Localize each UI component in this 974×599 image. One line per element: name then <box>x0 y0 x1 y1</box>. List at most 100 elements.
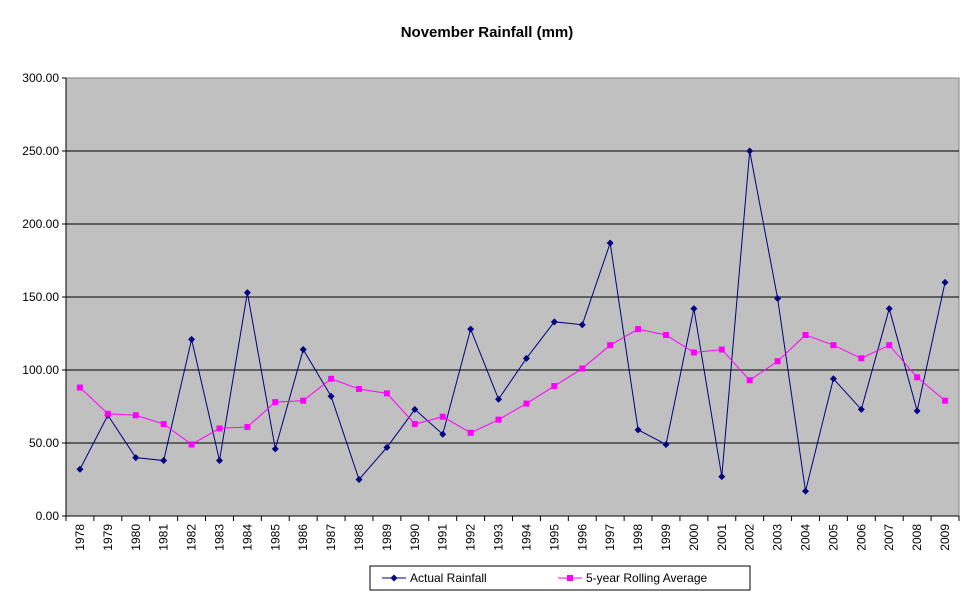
data-point <box>467 325 475 333</box>
data-point <box>439 413 446 420</box>
x-tick-label: 1979 <box>101 524 115 551</box>
x-tick-label: 2006 <box>854 524 868 551</box>
x-tick-label: 1983 <box>212 524 226 551</box>
x-tick-label: 1984 <box>240 524 254 551</box>
data-point <box>913 407 921 415</box>
data-point <box>383 390 390 397</box>
legend-label: 5-year Rolling Average <box>586 571 708 585</box>
data-point <box>439 430 447 438</box>
x-tick-label: 1994 <box>519 524 533 551</box>
x-tick-label: 1997 <box>603 524 617 551</box>
axes: 0.00 50.00 100.00 150.00 200.00 250.00 300.00 1… <box>22 71 960 551</box>
x-tick-label: 1982 <box>185 524 199 551</box>
gridlines <box>66 150 959 444</box>
y-tick-label: 200.00 <box>22 217 59 231</box>
x-tick-label: 2007 <box>882 524 896 551</box>
data-point <box>467 429 474 436</box>
data-point <box>522 354 530 362</box>
x-tick-label: 1995 <box>547 524 561 551</box>
data-point <box>300 397 307 404</box>
x-tick-label: 1987 <box>324 524 338 551</box>
data-point <box>160 457 168 465</box>
x-tick-label: 1998 <box>631 524 645 551</box>
data-point <box>188 335 196 343</box>
x-tick-label: 2005 <box>826 524 840 551</box>
data-point <box>327 392 335 400</box>
data-point <box>774 358 781 365</box>
data-point <box>662 331 669 338</box>
x-tick-label: 1989 <box>380 524 394 551</box>
data-point <box>383 443 391 451</box>
x-tick-label: 2003 <box>771 524 785 551</box>
data-point <box>606 239 614 247</box>
data-point <box>774 294 782 302</box>
series-line <box>79 150 946 492</box>
data-point <box>579 365 586 372</box>
data-point <box>160 421 167 428</box>
data-point <box>858 355 865 362</box>
chart-title: November Rainfall (mm) <box>401 24 574 41</box>
data-point <box>243 289 251 297</box>
x-tick-label: 1980 <box>129 524 143 551</box>
x-tick-label: 2000 <box>687 524 701 551</box>
data-point <box>523 400 530 407</box>
data-point <box>718 473 726 481</box>
legend-marker <box>567 575 573 581</box>
data-point <box>495 395 503 403</box>
data-point <box>271 445 279 453</box>
data-point <box>76 465 84 473</box>
data-point <box>830 342 837 349</box>
data-point <box>885 305 893 313</box>
data-point <box>662 440 670 448</box>
x-tick-label: 2004 <box>799 524 813 551</box>
x-tick-label: 2001 <box>715 524 729 551</box>
data-point <box>411 421 418 428</box>
y-tick-label: 0.00 <box>36 509 60 523</box>
data-point <box>690 349 697 356</box>
data-point <box>356 385 363 392</box>
y-tick-label: 300.00 <box>22 71 59 85</box>
data-point <box>104 410 111 417</box>
series-line <box>79 328 946 446</box>
data-point <box>132 412 139 419</box>
data-point <box>718 346 725 353</box>
legend-marker <box>390 574 398 582</box>
x-tick-label: 1990 <box>408 524 422 551</box>
data-point <box>802 487 810 495</box>
x-tick-label: 1988 <box>352 524 366 551</box>
legend: Actual Rainfall 5-year Rolling Average <box>369 565 751 591</box>
data-point <box>215 457 223 465</box>
data-point <box>746 377 753 384</box>
y-tick-label: 100.00 <box>22 363 59 377</box>
x-tick-label: 1986 <box>296 524 310 551</box>
data-point <box>802 331 809 338</box>
data-point <box>690 305 698 313</box>
data-point <box>272 399 279 406</box>
x-tick-label: 1991 <box>436 524 450 551</box>
data-point <box>244 423 251 430</box>
data-point <box>132 454 140 462</box>
data-point <box>914 374 921 381</box>
series-layer <box>76 147 949 495</box>
y-tick-label: 150.00 <box>22 290 59 304</box>
data-point <box>635 326 642 333</box>
x-tick-label: 1993 <box>492 524 506 551</box>
y-tick-label: 250.00 <box>22 144 59 158</box>
data-point <box>551 383 558 390</box>
data-point <box>746 147 754 155</box>
data-point <box>216 425 223 432</box>
data-point <box>578 321 586 329</box>
x-tick-label: 2009 <box>938 524 952 551</box>
x-tick-label: 1996 <box>575 524 589 551</box>
data-point <box>857 405 865 413</box>
x-tick-label: 1999 <box>659 524 673 551</box>
data-point <box>188 441 195 448</box>
x-tick-label: 2002 <box>743 524 757 551</box>
x-tick-label: 2008 <box>910 524 924 551</box>
data-point <box>495 416 502 423</box>
data-point <box>886 342 893 349</box>
data-point <box>634 426 642 434</box>
data-point <box>942 397 949 404</box>
